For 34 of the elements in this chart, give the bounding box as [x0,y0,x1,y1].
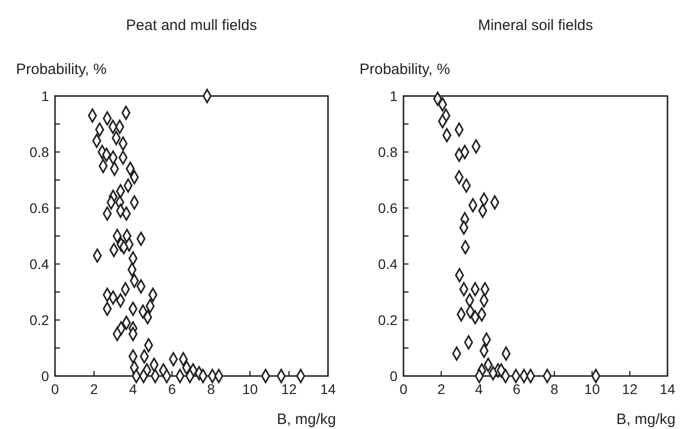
y-tick-label: 0.2 [378,312,398,328]
y-axis-title: Probability, % [16,61,107,78]
x-tick-label: 2 [437,381,446,397]
y-tick-label: 0.4 [30,256,50,272]
x-tick-label: 4 [475,381,484,397]
x-tick-label: 12 [281,381,297,397]
y-tick-label: 1 [41,88,50,104]
chart-title: Mineral soil fields [478,17,594,34]
x-tick-label: 2 [90,381,98,397]
chart-title: Peat and mull fields [126,17,257,34]
x-tick-label: 14 [660,381,676,397]
y-tick-label: 0 [390,368,398,384]
y-tick-label: 0.4 [378,256,398,272]
y-tick-label: 0.8 [30,144,50,160]
x-tick-label: 6 [512,381,521,397]
x-axis-title: B, mg/kg [276,411,336,428]
y-tick-label: 1 [390,88,398,104]
x-tick-label: 0 [51,381,60,397]
y-tick-label: 0.6 [30,200,50,216]
x-tick-label: 12 [622,381,638,397]
x-axis-title: B, mg/kg [616,411,676,428]
y-tick-label: 0.2 [30,312,50,328]
x-tick-label: 4 [129,381,138,397]
x-tick-label: 0 [400,381,408,397]
y-axis-title: Probability, % [360,61,450,78]
x-tick-label: 10 [584,381,600,397]
x-tick-label: 10 [242,381,258,397]
y-tick-label: 0.8 [378,144,398,160]
x-tick-label: 8 [550,381,558,397]
y-tick-label: 0 [41,368,50,384]
y-tick-label: 0.6 [378,200,398,216]
x-tick-label: 6 [168,381,176,397]
x-tick-label: 14 [320,381,336,397]
x-tick-label: 8 [207,381,216,397]
